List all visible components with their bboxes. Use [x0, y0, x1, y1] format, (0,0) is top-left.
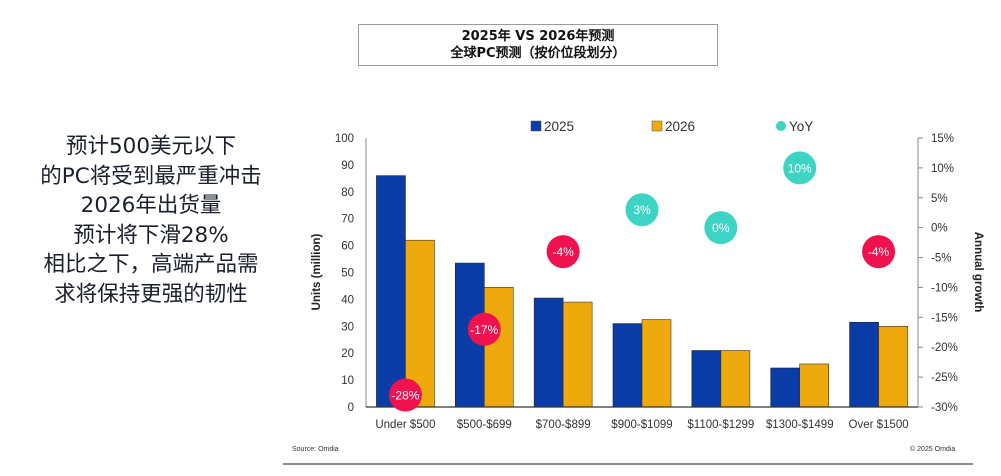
y2-tick-label: -20%: [931, 342, 958, 354]
commentary-line: 2026年出货量: [80, 193, 222, 218]
yoy-marker: [546, 235, 580, 269]
y-tick-label: 50: [341, 268, 354, 280]
y2-tick-label: -15%: [931, 312, 958, 324]
y2-tick-label: 5%: [931, 193, 948, 205]
y-tick-label: 0: [348, 402, 354, 414]
commentary-text: 预计500美元以下 的PC将受到最严重冲击 2026年出货量 预计将下滑28% …: [10, 132, 292, 309]
yoy-marker: [704, 211, 738, 245]
x-tick-label: $1300-$1499: [766, 419, 834, 431]
commentary-line: 求将保持更强的韧性: [54, 281, 248, 307]
bottom-divider: [283, 463, 973, 465]
bar-2025: [691, 350, 722, 408]
yoy-marker: [862, 235, 896, 269]
chart-title: 2025年 VS 2026年预测: [461, 29, 615, 44]
legend-2026-swatch: [651, 120, 663, 132]
yoy-data-label: 10%: [788, 161, 812, 175]
legend-yoy-label: YoY: [789, 119, 813, 134]
yoy-data-label: -28%: [391, 389, 419, 403]
x-tick-label: Under $500: [375, 419, 435, 431]
y-tick-label: 10: [341, 375, 354, 387]
y-tick-label: 40: [341, 294, 354, 306]
bar-2026: [483, 286, 514, 408]
bar-2026: [641, 319, 672, 408]
y-tick-label: 30: [341, 321, 354, 333]
yoy-marker: [783, 151, 817, 185]
bar-2025: [849, 321, 879, 408]
y-tick-label: 70: [341, 214, 354, 226]
chart-subtitle: 全球PC预测（按价位段划分）: [450, 46, 626, 61]
y-tick-label: 60: [341, 241, 354, 253]
y2-tick-label: 0%: [931, 223, 948, 235]
y2-tick-label: -30%: [931, 402, 958, 414]
commentary-line: 的PC将受到最严重冲击: [40, 163, 262, 189]
commentary-line: 预计将下滑28%: [73, 222, 229, 248]
yoy-data-label: 0%: [712, 221, 730, 235]
y2-tick-label: 15%: [931, 133, 954, 145]
x-tick-label: $700-$899: [536, 419, 591, 431]
yoy-data-label: -4%: [868, 245, 890, 259]
y2-tick-label: -25%: [931, 372, 958, 384]
source-note: Source: Omdia: [292, 446, 339, 453]
legend-2025-swatch: [530, 120, 542, 132]
x-tick-label: $1100-$1299: [687, 419, 754, 431]
yoy-data-label: -4%: [552, 245, 574, 259]
yoy-data-label: -17%: [470, 323, 498, 337]
bar-2025: [533, 297, 564, 408]
bar-2025: [770, 367, 801, 408]
yoy-layer: -28% -17% -4% 3% 0% 10% -4%: [388, 151, 896, 412]
y2-axis-title: Annual growth: [972, 232, 984, 313]
bar-2026: [799, 363, 830, 408]
yoy-marker: [388, 378, 422, 412]
bar-2026: [878, 325, 908, 408]
yoy-marker: [467, 312, 501, 346]
legend-2025-label: 2025: [544, 119, 574, 134]
chart-title-box: 2025年 VS 2026年预测 全球PC预测（按价位段划分）: [358, 24, 718, 66]
legend-yoy-swatch: [776, 121, 786, 131]
y2-tick-label: -5%: [931, 253, 951, 265]
copyright-note: © 2025 Omdia: [910, 446, 956, 453]
yoy-data-label: 3%: [633, 203, 651, 217]
y-axis-title: Units (million): [311, 234, 323, 311]
axes-layer: Under $500 $500-$699 $700-$899 $900-$1099 $1…: [311, 133, 984, 431]
bars-layer: [376, 175, 908, 408]
commentary-line: 相比之下，高端产品需: [43, 252, 259, 277]
bar-2026: [562, 301, 593, 408]
bar-2025: [612, 323, 643, 408]
y2-tick-label: 10%: [931, 163, 954, 175]
y-tick-label: 100: [335, 133, 354, 145]
legend-2026-label: 2026: [665, 119, 695, 134]
y-tick-label: 80: [341, 187, 354, 199]
legend: 2025 2026 YoY: [530, 119, 813, 134]
commentary-line: 预计500美元以下: [65, 134, 237, 159]
x-tick-label: $900-$1099: [611, 419, 672, 431]
y-tick-label: 90: [341, 160, 354, 172]
x-tick-label: $500-$699: [457, 419, 512, 431]
bar-2026: [720, 350, 751, 408]
bar-2025: [376, 175, 406, 408]
x-tick-label: Over $1500: [849, 419, 909, 431]
yoy-marker: [625, 193, 659, 227]
y2-tick-label: -10%: [931, 282, 958, 294]
bar-2026: [405, 239, 435, 408]
y-tick-label: 20: [341, 348, 354, 360]
